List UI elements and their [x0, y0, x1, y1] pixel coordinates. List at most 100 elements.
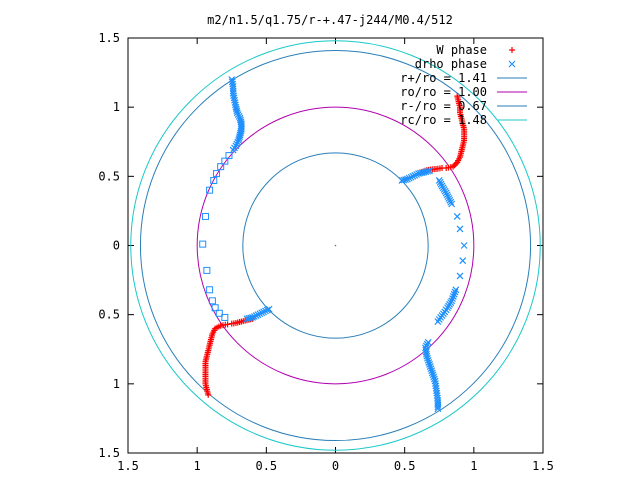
point [453, 213, 461, 220]
point [235, 136, 243, 144]
point [434, 405, 442, 413]
point [426, 363, 434, 370]
legend-label: ro/ro = 1.00 [400, 85, 487, 99]
point [454, 93, 461, 100]
point [449, 292, 457, 300]
point [425, 358, 433, 366]
point [263, 306, 271, 314]
circle-3 [130, 40, 541, 451]
point [203, 266, 211, 274]
point [434, 318, 442, 326]
point [428, 367, 436, 375]
point [234, 138, 242, 146]
point [430, 373, 438, 381]
point [215, 309, 223, 317]
point [250, 313, 258, 320]
point [448, 200, 456, 208]
point [423, 340, 431, 348]
point [434, 403, 442, 411]
legend-label: r+/ro = 1.41 [400, 71, 487, 85]
series-1 [228, 76, 468, 413]
data-points [199, 76, 468, 413]
circle-2 [242, 152, 429, 339]
point [426, 167, 433, 175]
point [245, 314, 253, 322]
point [228, 320, 235, 327]
point [261, 307, 269, 315]
point [256, 310, 264, 318]
point [258, 309, 266, 317]
y-tick-label: 1 [113, 377, 120, 391]
point [233, 107, 241, 115]
point [429, 371, 437, 379]
legend-label: W phase [436, 43, 487, 57]
y-tick-label: 0 [113, 239, 120, 253]
circle-0 [139, 49, 532, 442]
point [199, 240, 207, 248]
point [442, 189, 450, 197]
point [407, 173, 415, 181]
x-tick-label: 1 [470, 459, 477, 473]
axes: 1.5 1 0.5 0 0.5 1 1.51.510.500.511.5 [98, 31, 554, 473]
point [201, 212, 209, 220]
point [446, 196, 454, 204]
point [456, 272, 464, 280]
y-tick-label: 0.5 [98, 308, 120, 322]
point [424, 338, 432, 346]
point [402, 176, 410, 183]
point [451, 162, 458, 169]
point [252, 312, 260, 320]
point [450, 290, 458, 298]
point [435, 177, 443, 184]
point [460, 242, 468, 249]
x-tick-label: 1.5 [117, 459, 139, 473]
point [452, 286, 460, 294]
x-tick-label: 0 [332, 459, 339, 473]
point [211, 304, 219, 312]
point [413, 171, 421, 178]
legend-label: drho phase [415, 57, 487, 71]
point [411, 171, 419, 179]
point [233, 140, 241, 148]
point [265, 305, 273, 313]
point [221, 313, 229, 321]
x-tick-label: 1.5 [532, 459, 554, 473]
x-tick-label: 0.5 [394, 459, 416, 473]
point [428, 369, 436, 377]
point [254, 311, 262, 319]
point [451, 288, 459, 296]
point [210, 176, 218, 184]
y-tick-label: 1.5 [98, 446, 120, 460]
legend-swatch [508, 60, 516, 68]
point [450, 163, 457, 170]
point [225, 152, 233, 160]
point [206, 286, 214, 294]
x-tick-label: 1 [194, 459, 201, 473]
point [426, 361, 433, 368]
point [206, 186, 214, 194]
y-tick-label: 0.5 [98, 169, 120, 183]
point [409, 172, 417, 180]
point [423, 350, 430, 358]
point [427, 365, 435, 373]
point [436, 178, 444, 186]
x-tick-label: 0.5 [255, 459, 277, 473]
point [205, 391, 212, 398]
point [459, 257, 467, 265]
point [437, 180, 445, 188]
point [439, 165, 446, 172]
point [424, 356, 432, 364]
point [405, 174, 413, 182]
point [424, 354, 431, 362]
point [235, 112, 243, 120]
circle-1 [196, 106, 475, 385]
point [221, 157, 229, 165]
point [217, 163, 225, 171]
point [449, 295, 456, 303]
legend-label: r-/ro = 0.67 [400, 99, 487, 113]
legend-swatch [509, 47, 515, 53]
point [444, 193, 452, 201]
point [243, 315, 251, 323]
